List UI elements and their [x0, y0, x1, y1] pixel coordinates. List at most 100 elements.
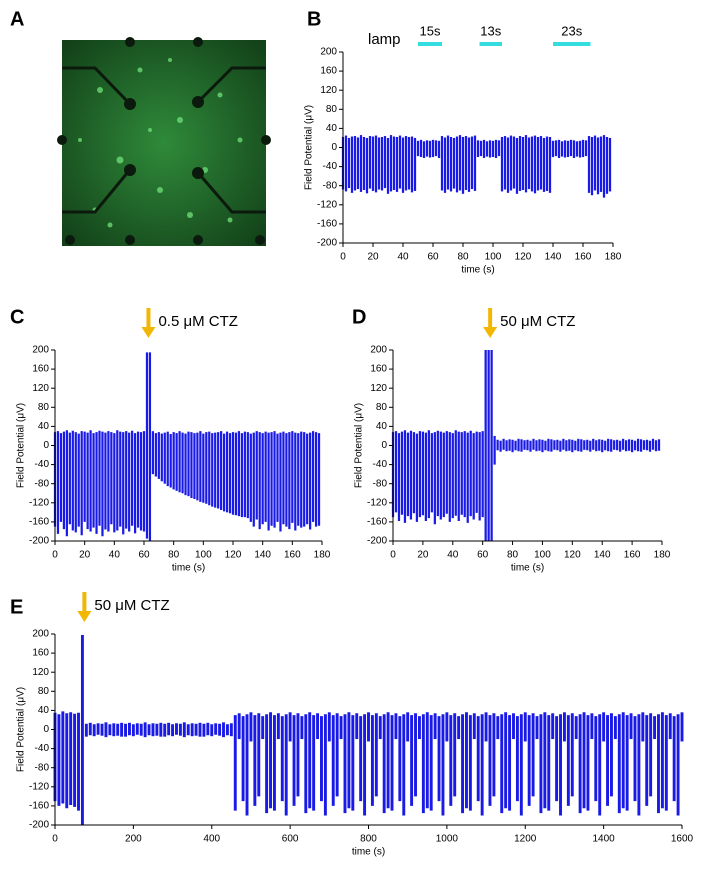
- y-tick-label: 160: [32, 648, 49, 659]
- y-tick-label: -120: [29, 497, 49, 508]
- micrograph: [57, 37, 271, 246]
- y-axis-label: Field Potential (μV): [16, 687, 27, 772]
- y-tick-label: -200: [367, 536, 387, 547]
- x-tick-label: 1000: [436, 834, 459, 845]
- arrow-head: [141, 327, 156, 338]
- x-tick-label: 100: [195, 550, 212, 561]
- annotation: 50 μM CTZ: [500, 313, 575, 330]
- x-tick-label: 40: [109, 550, 121, 561]
- x-tick-label: 140: [594, 550, 611, 561]
- x-tick-label: 80: [168, 550, 180, 561]
- panel-label: B: [307, 8, 321, 30]
- y-tick-label: 200: [370, 345, 387, 356]
- x-tick-label: 140: [254, 550, 271, 561]
- x-tick-label: 0: [52, 550, 58, 561]
- y-tick-label: -160: [317, 219, 337, 230]
- panel-label: E: [10, 596, 23, 618]
- x-tick-label: 20: [79, 550, 91, 561]
- y-tick-label: -160: [29, 517, 49, 528]
- lamp-period-label: 13s: [480, 23, 501, 38]
- x-axis-label: time (s): [511, 563, 544, 574]
- panel-label: D: [352, 306, 366, 328]
- y-tick-label: 200: [32, 345, 49, 356]
- panel-label: C: [10, 306, 24, 328]
- y-tick-label: 200: [32, 629, 49, 640]
- y-tick-label: -200: [317, 238, 337, 249]
- x-tick-label: 80: [507, 550, 519, 561]
- y-tick-label: -40: [323, 161, 338, 172]
- lamp-label: lamp: [368, 31, 401, 48]
- y-tick-label: 160: [320, 66, 337, 77]
- lamp-period-label: 15s: [420, 23, 441, 38]
- x-axis-label: time (s): [352, 847, 385, 858]
- x-tick-label: 160: [624, 550, 641, 561]
- x-tick-label: 0: [340, 252, 346, 263]
- x-tick-label: 40: [397, 252, 409, 263]
- lamp-period-label: 23s: [561, 23, 582, 38]
- x-axis-label: time (s): [172, 563, 205, 574]
- y-tick-label: -40: [35, 459, 50, 470]
- y-tick-label: -120: [317, 199, 337, 210]
- y-tick-label: 160: [370, 364, 387, 375]
- x-tick-label: 180: [314, 550, 331, 561]
- x-tick-label: 600: [282, 834, 299, 845]
- y-tick-label: -160: [29, 801, 49, 812]
- x-tick-label: 0: [390, 550, 396, 561]
- y-tick-label: 0: [43, 724, 49, 735]
- x-tick-label: 100: [485, 252, 502, 263]
- y-tick-label: -200: [29, 820, 49, 831]
- y-axis-label: Field Potential (μV): [16, 403, 27, 488]
- lamp-period: [479, 42, 502, 46]
- y-tick-label: 0: [43, 440, 49, 451]
- x-tick-label: 180: [654, 550, 671, 561]
- y-tick-label: 80: [326, 104, 338, 115]
- x-tick-label: 180: [605, 252, 622, 263]
- x-tick-label: 140: [545, 252, 562, 263]
- arrow-head: [77, 611, 92, 622]
- y-tick-label: -80: [373, 478, 388, 489]
- y-tick-label: -160: [367, 517, 387, 528]
- x-tick-label: 120: [515, 252, 532, 263]
- x-tick-label: 60: [477, 550, 489, 561]
- x-tick-label: 60: [138, 550, 150, 561]
- annotation: 50 μM CTZ: [94, 597, 169, 614]
- lamp-period: [553, 42, 591, 46]
- y-tick-label: 120: [32, 383, 49, 394]
- y-tick-label: 120: [32, 667, 49, 678]
- y-tick-label: 0: [381, 440, 387, 451]
- y-tick-label: 120: [370, 383, 387, 394]
- x-tick-label: 1200: [514, 834, 537, 845]
- x-tick-label: 120: [225, 550, 242, 561]
- y-tick-label: -40: [373, 459, 388, 470]
- y-tick-label: 120: [320, 85, 337, 96]
- y-axis-label: Field Potential (μV): [304, 105, 315, 190]
- arrow-head: [483, 327, 498, 338]
- x-tick-label: 0: [52, 834, 58, 845]
- annotation: 0.5 μM CTZ: [158, 313, 237, 330]
- y-tick-label: -120: [367, 497, 387, 508]
- x-tick-label: 60: [427, 252, 439, 263]
- y-tick-label: 0: [331, 142, 337, 153]
- y-tick-label: -120: [29, 781, 49, 792]
- x-tick-label: 1400: [593, 834, 616, 845]
- x-tick-label: 100: [534, 550, 551, 561]
- y-axis-label: Field Potential (μV): [354, 403, 365, 488]
- x-tick-label: 160: [575, 252, 592, 263]
- x-tick-label: 40: [447, 550, 459, 561]
- y-tick-label: 40: [376, 421, 388, 432]
- x-tick-label: 160: [284, 550, 301, 561]
- y-tick-label: 40: [38, 705, 50, 716]
- y-tick-label: 80: [38, 402, 50, 413]
- x-tick-label: 800: [360, 834, 377, 845]
- x-tick-label: 20: [417, 550, 429, 561]
- x-tick-label: 20: [367, 252, 379, 263]
- y-tick-label: 200: [320, 47, 337, 58]
- x-tick-label: 1600: [671, 834, 694, 845]
- panel-label: A: [10, 8, 24, 30]
- y-tick-label: 40: [38, 421, 50, 432]
- y-tick-label: -200: [29, 536, 49, 547]
- y-tick-label: -80: [35, 762, 50, 773]
- y-tick-label: -40: [35, 743, 50, 754]
